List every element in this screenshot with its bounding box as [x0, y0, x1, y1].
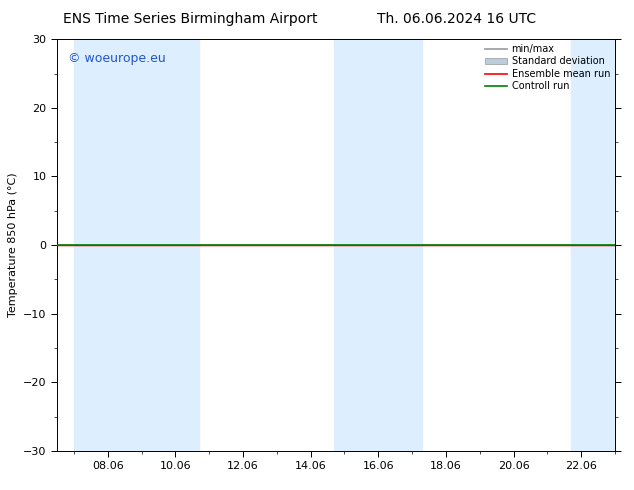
Bar: [571, 39, 615, 451]
Bar: [152, 39, 199, 451]
Text: © woeurope.eu: © woeurope.eu: [68, 51, 166, 65]
Bar: [74, 39, 152, 451]
Bar: [334, 39, 354, 451]
Legend: min/max, Standard deviation, Ensemble mean run, Controll run: min/max, Standard deviation, Ensemble me…: [483, 42, 612, 93]
Text: Th. 06.06.2024 16 UTC: Th. 06.06.2024 16 UTC: [377, 12, 536, 26]
Y-axis label: Temperature 850 hPa (°C): Temperature 850 hPa (°C): [8, 172, 18, 318]
Bar: [354, 39, 422, 451]
Text: ENS Time Series Birmingham Airport: ENS Time Series Birmingham Airport: [63, 12, 318, 26]
